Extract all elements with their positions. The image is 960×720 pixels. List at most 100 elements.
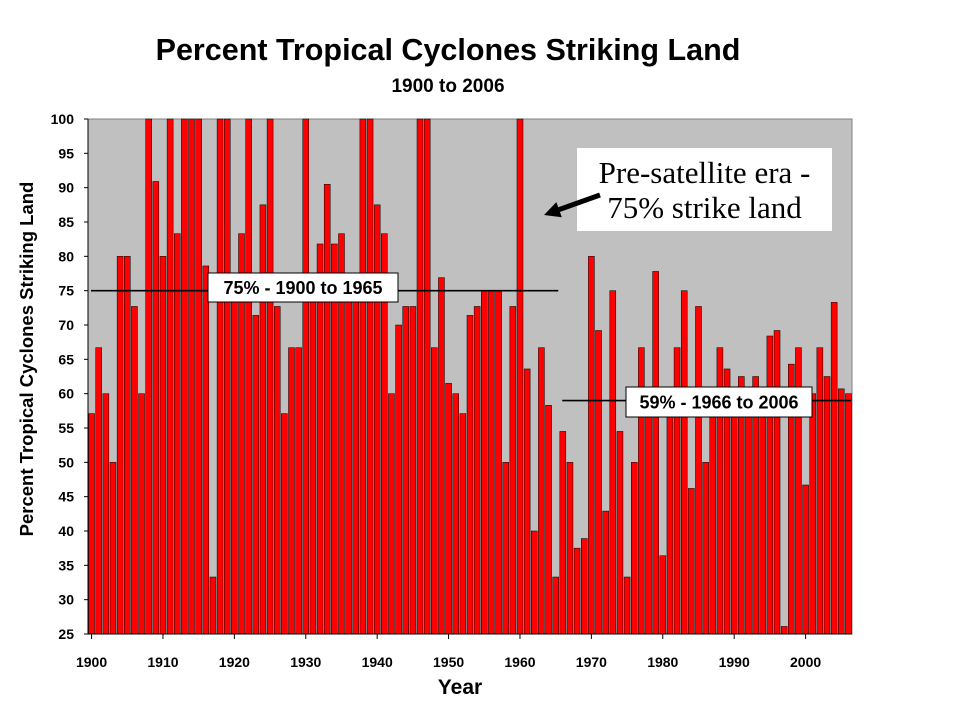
bar-1917 [209,576,217,635]
reference-label-box [207,272,399,303]
y-tick-label: 60 [58,386,74,402]
callout: Pre-satellite era - 75% strike land [577,148,832,231]
chart-subtitle: 1900 to 2006 [391,76,504,97]
bar-1986 [702,462,709,635]
bar-1905 [124,256,131,635]
bar-1978 [645,393,652,635]
callout-arrow-shaft [558,192,601,212]
bar-1918 [216,118,224,635]
bar-1960 [516,118,524,635]
bar-1903 [109,462,117,635]
y-tick-label: 55 [58,420,74,436]
callout-arrow-icon [544,192,601,218]
y-tick-label: 100 [51,111,75,127]
bar-1948 [431,347,438,635]
bar-1922 [245,118,252,635]
bar-1919 [223,118,231,635]
bar-1984 [688,488,695,635]
bar-1966 [559,431,567,635]
bar-1956 [488,290,495,635]
y-tick-label: 25 [58,626,74,642]
bar-1997 [780,626,788,635]
bar-1940 [373,204,381,635]
bar-1944 [402,306,409,635]
bar-1907 [138,393,145,635]
bar-1951 [452,393,459,635]
bar-1972 [602,510,609,635]
bar-1953 [466,315,474,635]
bar-1908 [145,118,152,635]
callout-arrow-head [544,202,562,218]
callout-box [577,148,832,231]
bar-1945 [409,306,417,635]
bar-1947 [423,118,431,635]
bar-1915 [195,118,202,635]
y-tick-label: 80 [58,248,74,264]
y-tick-label: 35 [58,557,74,573]
bar-1973 [609,290,617,635]
x-tick-label: 2000 [790,654,821,670]
reference-label-text: 75% - 1900 to 1965 [223,278,382,298]
y-tick-label: 90 [58,180,74,196]
bar-2002 [816,347,824,635]
bar-1933 [323,183,331,635]
bar-1979 [652,271,659,635]
reference-label-text: 59% - 1966 to 2006 [639,393,798,413]
bar-1962 [531,530,538,635]
reference-label-box [625,386,813,418]
bar-1914 [188,118,195,635]
bar-1959 [509,306,517,635]
bar-1961 [523,368,531,635]
bar-1928 [288,347,295,635]
x-tick-label: 1950 [433,654,464,670]
x-tick-label: 1940 [362,654,393,670]
bar-1964 [545,405,552,635]
bar-1902 [102,393,110,635]
bar-1968 [573,547,581,635]
bar-1949 [438,277,445,635]
bar-1909 [152,181,160,635]
bar-1936 [345,290,352,635]
x-tick-label: 1960 [504,654,535,670]
bar-2004 [830,302,838,635]
y-tick-label: 50 [58,454,74,470]
bar-1969 [580,538,588,635]
bar-1976 [630,462,638,635]
bar-1985 [695,306,702,635]
callout-line-1: Pre-satellite era - [599,155,811,190]
x-tick-label: 1980 [647,654,678,670]
bar-1980 [659,555,667,635]
y-tick-label: 70 [58,317,74,333]
bar-1954 [473,306,481,635]
bar-1990 [730,405,738,635]
bar-1942 [388,393,395,635]
bar-2006 [845,393,852,635]
bar-1950 [445,383,452,635]
bar-1955 [481,290,488,635]
y-tick-label: 45 [58,489,74,505]
bar-1996 [773,330,781,635]
y-tick-label: 40 [58,523,74,539]
bar-1974 [616,431,624,635]
bar-1924 [259,204,267,635]
bars [88,118,852,635]
reference-label-1966-2006: 59% - 1966 to 2006 [625,386,813,418]
bar-1913 [181,118,188,635]
x-tick-label: 1920 [219,654,250,670]
bar-1938 [359,118,367,635]
bar-1952 [459,413,467,635]
y-axis-ticks: 25 30 35 40 45 50 55 60 65 70 75 80 85 90 95 100 [51,111,88,642]
bar-1925 [266,118,274,635]
bar-2000 [802,484,809,635]
y-tick-label: 95 [58,145,74,161]
bar-1963 [538,347,545,635]
bar-2001 [809,393,816,635]
bar-1906 [131,306,138,635]
x-axis-ticks: 1900 1910 1920 1930 1940 1950 1960 1970 1980 1990… [76,634,821,670]
bar-1926 [273,306,281,635]
y-tick-label: 75 [58,283,74,299]
bar-1975 [623,576,631,635]
bar-1967 [566,462,574,635]
x-tick-label: 1970 [576,654,607,670]
